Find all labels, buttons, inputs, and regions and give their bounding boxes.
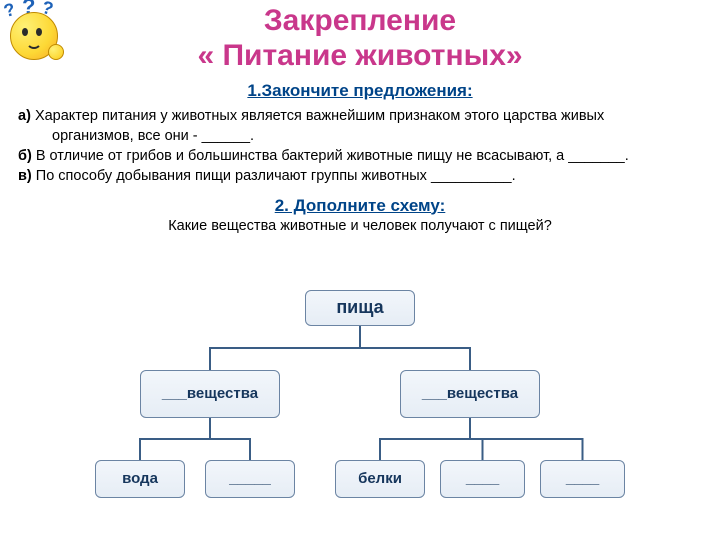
- section-2-sub: Какие вещества животные и человек получа…: [0, 218, 720, 234]
- hierarchy-diagram: пища ___вещества ___вещества вода _____ белки…: [80, 290, 640, 530]
- q-b-label: б): [18, 148, 32, 164]
- thinking-emoji-icon: ???: [4, 2, 64, 62]
- diagram-node-mid_r: ___вещества: [400, 370, 540, 418]
- diagram-node-leaf_4: ____: [440, 460, 525, 498]
- title-line-2: « Питание животных»: [0, 39, 720, 74]
- q-a-text-2: организмов, все они - ______.: [18, 127, 702, 145]
- section-1-body: а) Характер питания у животных является …: [0, 101, 720, 186]
- section-2-heading: 2. Дополните схему:: [0, 196, 720, 216]
- diagram-node-leaf_3: белки: [335, 460, 425, 498]
- q-c-label: в): [18, 168, 32, 184]
- q-c-text: По способу добывания пищи различают груп…: [36, 168, 516, 184]
- diagram-node-leaf_5: ____: [540, 460, 625, 498]
- q-a-label: а): [18, 108, 31, 124]
- diagram-node-leaf_1: вода: [95, 460, 185, 498]
- diagram-node-root: пища: [305, 290, 415, 326]
- diagram-node-leaf_2: _____: [205, 460, 295, 498]
- title-line-1: Закрепление: [0, 4, 720, 39]
- section-1-heading: 1.Закончите предложения:: [0, 81, 720, 101]
- q-b-text: В отличие от грибов и большинства бактер…: [36, 148, 629, 164]
- page-title: Закрепление « Питание животных»: [0, 0, 720, 73]
- q-a-text-1: Характер питания у животных является важ…: [35, 108, 604, 124]
- slide-root: ??? Закрепление « Питание животных» 1.За…: [0, 0, 720, 540]
- diagram-node-mid_l: ___вещества: [140, 370, 280, 418]
